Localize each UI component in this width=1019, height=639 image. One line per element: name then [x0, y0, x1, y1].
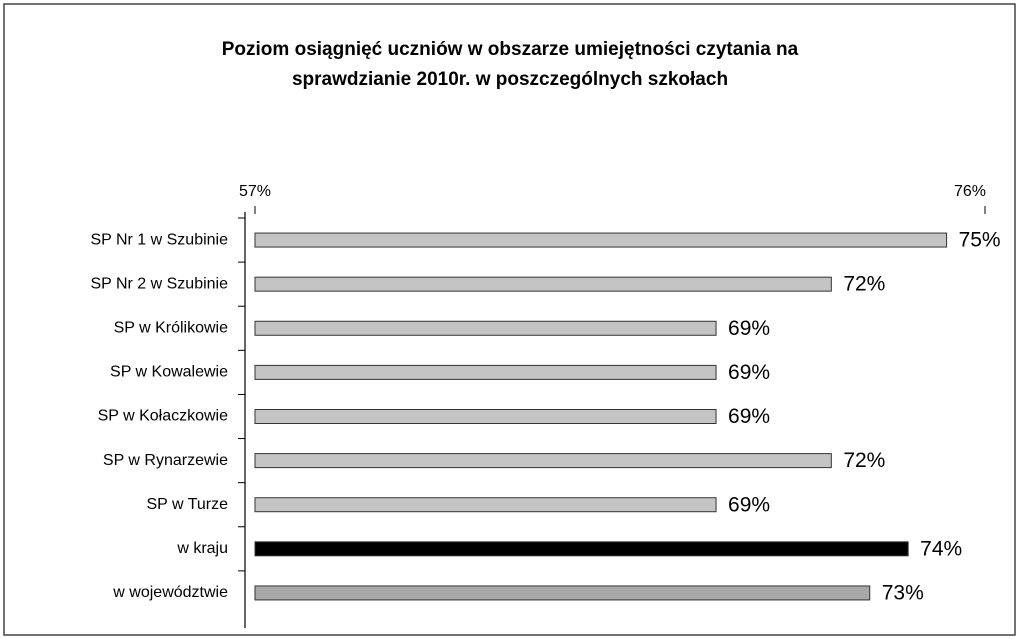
- y-tick-label: SP w Rynarzewie: [103, 452, 228, 469]
- bar: [254, 320, 717, 336]
- y-tick-label: SP w Kołaczkowie: [98, 408, 229, 425]
- value-label: 72%: [843, 449, 885, 472]
- bar: [254, 585, 871, 601]
- bar: [254, 364, 717, 380]
- bar: [254, 409, 717, 424]
- bar: [254, 276, 832, 292]
- y-tick-label: w kraju: [176, 540, 228, 557]
- y-tick-label: SP Nr 1 w Szubinie: [90, 231, 228, 248]
- x-tick-label: 76%: [954, 183, 986, 200]
- value-label: 69%: [728, 317, 770, 340]
- value-label: 74%: [920, 537, 962, 560]
- chart-title: Poziom osiągnięć uczniów w obszarze umie…: [222, 39, 799, 60]
- y-tick-label: SP w Turze: [146, 496, 228, 513]
- chart-border: [3, 3, 1016, 636]
- bar: [254, 453, 832, 469]
- value-label: 72%: [843, 273, 885, 296]
- chart-title: sprawdzianie 2010r. w poszczególnych szk…: [292, 69, 728, 90]
- value-label: 69%: [728, 405, 770, 428]
- y-tick-label: SP w Królikowie: [114, 319, 229, 336]
- bar: [254, 232, 948, 248]
- value-label: 69%: [728, 361, 770, 384]
- x-tick-label: 57%: [239, 183, 271, 200]
- y-tick-label: SP w Kowalewie: [110, 364, 228, 381]
- y-tick-label: SP Nr 2 w Szubinie: [90, 275, 228, 292]
- value-label: 75%: [959, 229, 1001, 252]
- bar: [254, 497, 717, 513]
- y-tick-label: w województwie: [112, 584, 228, 601]
- value-label: 69%: [728, 493, 770, 516]
- bar: [254, 541, 909, 557]
- value-label: 73%: [882, 581, 924, 604]
